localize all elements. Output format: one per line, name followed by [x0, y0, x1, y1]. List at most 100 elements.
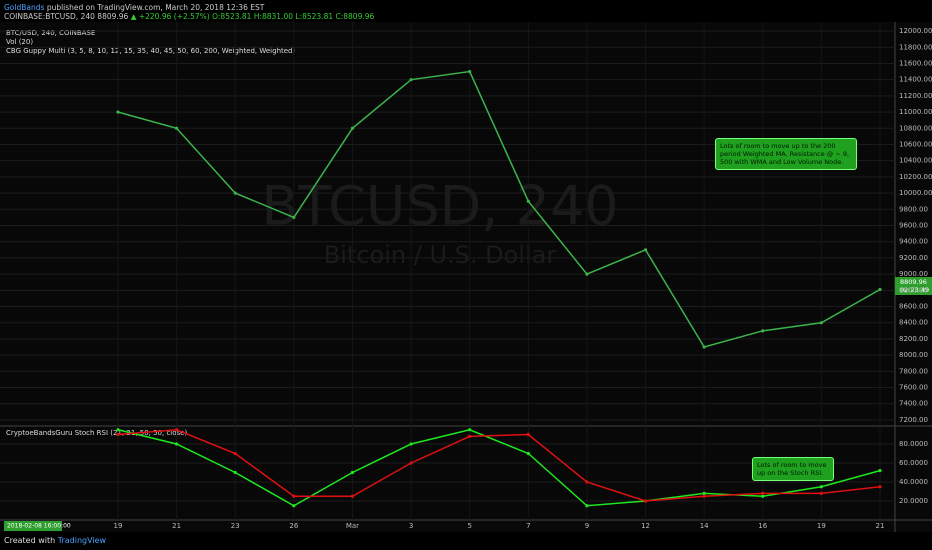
point [761, 491, 765, 495]
x-tick-label: 19 [817, 522, 826, 530]
price-tag [895, 277, 932, 295]
y-tick-label: 11200.00 [899, 92, 932, 100]
change: ▲ +220.96 (+2.57%) [130, 12, 210, 21]
cursor-date-box [4, 521, 62, 531]
series-line [117, 428, 881, 502]
y-tick-label: 11000.00 [899, 108, 932, 116]
y-tick-label: 9800.00 [899, 205, 928, 213]
y-tick-label: 11800.00 [899, 43, 932, 51]
y-tick-label: 11600.00 [899, 59, 932, 67]
footer: Created with TradingView [4, 536, 106, 545]
point [468, 69, 472, 74]
x-tick-label: 23 [231, 522, 240, 530]
x-tick-label: 5 [467, 522, 471, 530]
point [409, 442, 413, 446]
point [292, 494, 296, 498]
x-tick-label: 3 [409, 522, 413, 530]
last: 8809.96 [97, 12, 129, 21]
x-tick-label: 19 [114, 522, 123, 530]
point [702, 491, 706, 495]
y-tick-label: 11400.00 [899, 76, 932, 84]
point [233, 470, 237, 475]
point [585, 504, 589, 508]
x-tick-label: 7 [526, 522, 530, 530]
symbol: COINBASE:BTCUSD, 240 [4, 12, 95, 21]
y-tick-label: 40.0000 [899, 478, 928, 486]
point [761, 329, 765, 333]
point [409, 78, 413, 82]
y-tick-label: 7400.00 [899, 400, 928, 408]
point [585, 272, 589, 276]
series-line [117, 428, 881, 507]
header-quote: COINBASE:BTCUSD, 240 8809.96 ▲ +220.96 (… [4, 12, 374, 21]
x-tick-label: 12 [641, 522, 650, 530]
series-line [117, 70, 881, 348]
watermark-name: Bitcoin / U.S. Dollar [324, 241, 557, 269]
point [643, 248, 648, 252]
y-tick-label: 10600.00 [899, 140, 932, 148]
y-tick-label: 7200.00 [899, 416, 928, 424]
y-tick-label: 7600.00 [899, 384, 928, 392]
y-tick-label: 10800.00 [899, 124, 932, 132]
point [175, 126, 179, 130]
footer-created: Created with [4, 536, 56, 545]
x-tick-label: 9 [585, 522, 589, 530]
point [585, 480, 589, 484]
point [233, 191, 237, 195]
point [292, 215, 296, 219]
publisher[interactable]: GoldBands [4, 3, 45, 12]
point [878, 485, 882, 489]
point [702, 494, 706, 498]
y-tick-label: 12000.00 [899, 27, 932, 35]
x-tick-label: Mar [346, 522, 359, 530]
point [116, 432, 120, 437]
chart-bg [0, 22, 932, 532]
header-publish: GoldBands published on TradingView.com, … [4, 3, 264, 12]
point [761, 494, 765, 498]
y-tick-label: 8200.00 [899, 335, 928, 343]
point [526, 432, 530, 437]
y-tick-label: 10400.00 [899, 157, 932, 165]
point [175, 442, 179, 446]
point [233, 451, 237, 456]
stoch-title: CryptoeBandsGuru Stoch RSI (21, 21, 50, … [6, 429, 187, 437]
x-tick-label: 16 [758, 522, 767, 530]
point [116, 428, 120, 432]
point [350, 470, 355, 475]
point [175, 428, 179, 432]
x-tick-label: 26 [289, 522, 298, 530]
y-tick-label: 20.0000 [899, 497, 928, 505]
y-tick-label: 8400.00 [899, 319, 928, 327]
point [350, 494, 355, 498]
y-tick-label: 9000.00 [899, 270, 928, 278]
point [878, 469, 882, 473]
y-tick-label: 8000.00 [899, 351, 928, 359]
y-tick-label: 80.0000 [899, 440, 928, 448]
point [526, 199, 530, 203]
legend-symbol: BTC/USD, 240, COINBASE [6, 29, 95, 37]
y-tick-label: 8800.00 [899, 286, 928, 294]
y-tick-label: 10200.00 [899, 173, 932, 181]
price-tag-price: 8809.96 [900, 278, 927, 286]
point [409, 461, 413, 465]
point [878, 287, 882, 292]
y-tick-label: 9200.00 [899, 254, 928, 262]
y-tick-label: 60.0000 [899, 459, 928, 467]
footer-brand[interactable]: TradingView [57, 536, 107, 545]
published: published on TradingView.com, March 20, … [46, 3, 265, 12]
cursor-date: 2018-02-08 16:00:00 [7, 523, 71, 530]
point [819, 321, 823, 325]
annotation: Lots of room to move up to the 200 perio… [715, 138, 857, 171]
annotation: Lots of room to move up on the Stoch RSI… [752, 457, 834, 482]
legend-guppy: CBG Guppy Multi (3, 5, 8, 10, 12, 15, 35… [6, 47, 296, 55]
point [116, 110, 120, 114]
y-tick-label: 9600.00 [899, 222, 928, 230]
y-tick-label: 8600.00 [899, 303, 928, 311]
ohlc: O:8523.81 H:8831.00 L:8523.81 C:8809.96 [212, 12, 375, 21]
y-tick-label: 9400.00 [899, 238, 928, 246]
point [350, 126, 355, 130]
point [819, 491, 823, 495]
y-tick-label: 7800.00 [899, 367, 928, 375]
